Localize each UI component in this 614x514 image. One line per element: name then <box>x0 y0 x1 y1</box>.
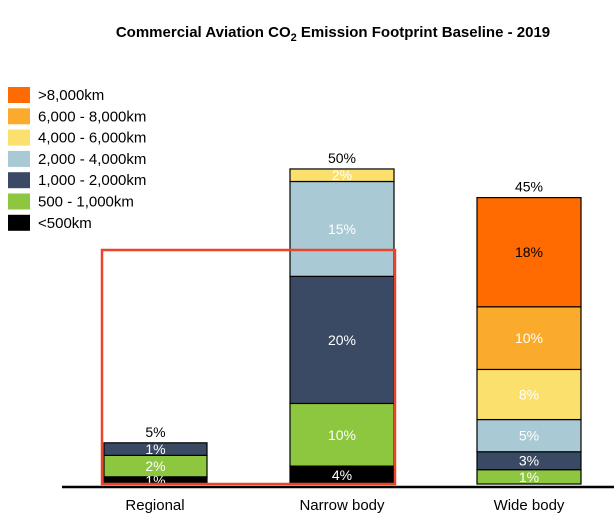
legend: >8,000km 6,000 - 8,000km 4,000 - 6,000km 2,… <box>8 87 146 232</box>
category-label-regional: Regional <box>125 497 184 514</box>
highlight-box <box>100 248 397 486</box>
total-labels: 5% 50% 45% <box>145 150 543 440</box>
segment-label-narrow-body-1-000-2-000km: 20% <box>328 332 356 348</box>
total-label-regional: 5% <box>145 424 165 440</box>
segment-label-wide-body-8-000km: 18% <box>515 244 543 260</box>
segment-label-wide-body-500-1-000km: 1% <box>519 469 539 485</box>
total-label-narrow-body: 50% <box>328 150 356 166</box>
segment-label-wide-body-1-000-2-000km: 3% <box>519 453 539 469</box>
bar-segment-wide-body-8-000km <box>476 197 582 308</box>
chart-title-subscript: 2 <box>291 32 297 44</box>
legend-label-500-1-000km: 500 - 1,000km <box>38 194 134 211</box>
bar-segment-narrow-body-4-000-6-000km <box>289 168 395 183</box>
category-label-narrow-body: Narrow body <box>299 497 385 514</box>
bar-segment-narrow-body-500-1-000km <box>289 402 395 467</box>
segment-label-narrow-body-4-000-6-000km: 2% <box>332 167 352 183</box>
legend-swatch-8-000km <box>8 87 30 103</box>
segment-label-regional-1-000-2-000km: 1% <box>145 441 165 457</box>
legend-swatch-500km <box>8 214 30 231</box>
segment-labels: 1%2%1%4%10%20%15%2%1%3%5%8%10%18% <box>145 167 543 488</box>
chart-title: Commercial Aviation CO2 Emission Footpri… <box>116 24 550 44</box>
bar-segment-wide-body-4-000-6-000km <box>476 368 582 421</box>
category-labels: Regional Narrow body Wide body <box>125 497 565 514</box>
segment-label-narrow-body-2-000-4-000km: 15% <box>328 221 356 237</box>
total-label-wide-body: 45% <box>515 179 543 195</box>
legend-swatch-2-000-4-000km <box>8 150 30 167</box>
segment-label-wide-body-6-000-8-000km: 10% <box>515 330 543 346</box>
legend-label-500km: <500km <box>38 215 92 232</box>
legend-label-8-000km: >8,000km <box>38 87 104 104</box>
bars <box>103 168 582 485</box>
bar-segment-wide-body-6-000-8-000km <box>476 306 582 371</box>
legend-label-6-000-8-000km: 6,000 - 8,000km <box>38 108 146 125</box>
category-label-wide-body: Wide body <box>494 497 565 514</box>
legend-label-4-000-6-000km: 4,000 - 6,000km <box>38 130 146 147</box>
bar-segment-narrow-body-2-000-4-000km <box>289 180 395 277</box>
bar-segment-narrow-body-1-000-2-000km <box>289 275 395 405</box>
bar-segment-wide-body-2-000-4-000km <box>476 418 582 453</box>
legend-swatch-4-000-6-000km <box>8 129 30 146</box>
segment-label-wide-body-2-000-4-000km: 5% <box>519 428 539 444</box>
legend-swatch-500-1-000km <box>8 193 30 210</box>
segment-label-narrow-body-500km: 4% <box>332 467 352 483</box>
segment-label-wide-body-4-000-6-000km: 8% <box>519 387 539 403</box>
segment-label-narrow-body-500-1-000km: 10% <box>328 427 356 443</box>
legend-label-1-000-2-000km: 1,000 - 2,000km <box>38 172 146 189</box>
legend-swatch-6-000-8-000km <box>8 108 30 125</box>
segment-label-regional-500-1-000km: 2% <box>145 458 165 474</box>
legend-swatch-1-000-2-000km <box>8 172 30 189</box>
bar-segment-regional-1-000-2-000km <box>103 442 208 456</box>
legend-label-2-000-4-000km: 2,000 - 4,000km <box>38 151 146 168</box>
